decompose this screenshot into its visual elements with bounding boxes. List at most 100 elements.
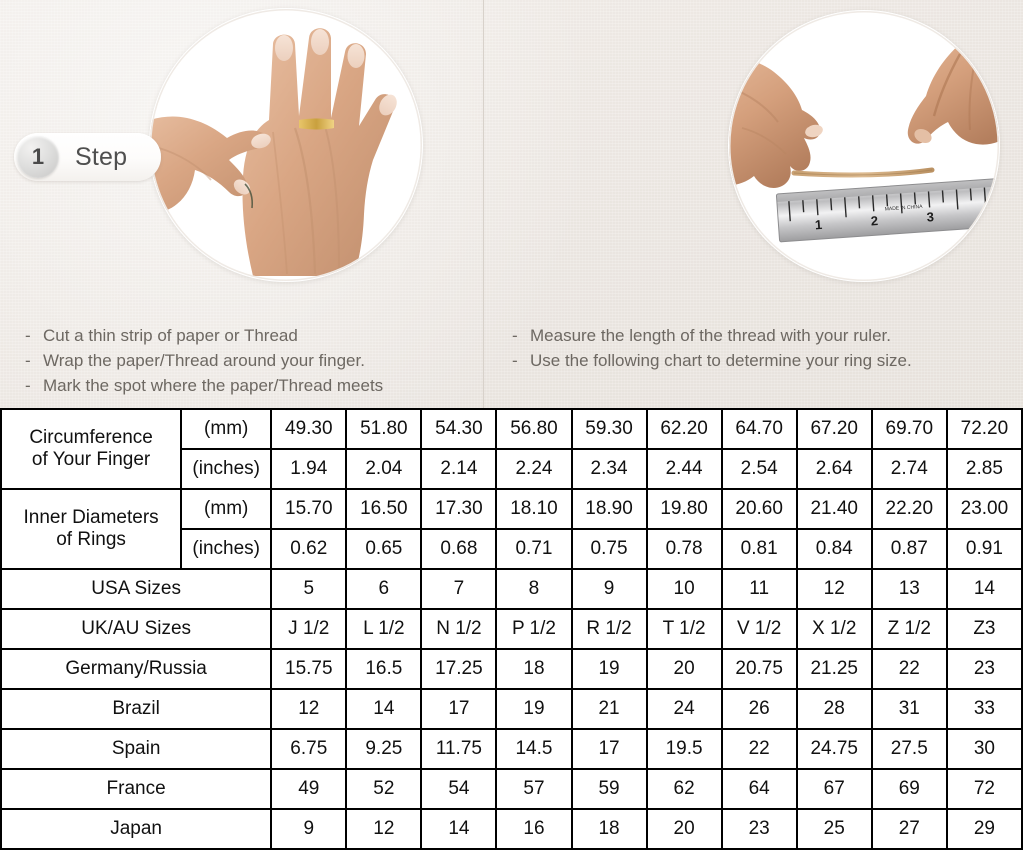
table-cell: 14 bbox=[945, 568, 1023, 610]
bullet-dash: - bbox=[512, 326, 518, 345]
table-cell: 72.20 bbox=[945, 408, 1023, 450]
table-cell: 18 bbox=[570, 808, 648, 850]
row-label-spain: Spain bbox=[0, 728, 273, 770]
table-cell: 27 bbox=[870, 808, 948, 850]
table-cell: 2.74 bbox=[870, 448, 948, 490]
table-cell: 62.20 bbox=[645, 408, 723, 450]
svg-text:3: 3 bbox=[926, 209, 934, 224]
table-cell: 49.30 bbox=[270, 408, 348, 450]
table-row: Inner Diameters of Rings (mm) 15.70 16.5… bbox=[0, 488, 1023, 570]
row-label-usa-sizes: USA Sizes bbox=[0, 568, 273, 610]
table-cell: 16.50 bbox=[345, 488, 423, 530]
table-cell: 69.70 bbox=[870, 408, 948, 450]
step-2-panel: 1 2 3 MADE IN CHINA 2 Step bbox=[484, 0, 1023, 408]
table-cell: 24.75 bbox=[795, 728, 873, 770]
instruction-item: - Wrap the paper/Thread around your finge… bbox=[25, 348, 383, 373]
table-cell: 52 bbox=[345, 768, 423, 810]
table-cell: 16 bbox=[495, 808, 573, 850]
table-cell: 2.34 bbox=[570, 448, 648, 490]
table-cell: 20 bbox=[645, 808, 723, 850]
table-cell: 2.64 bbox=[795, 448, 873, 490]
row-label-brazil: Brazil bbox=[0, 688, 273, 730]
step-1-number: 1 bbox=[17, 136, 59, 178]
table-cell: 0.84 bbox=[795, 528, 873, 570]
instruction-item: - Mark the spot where the paper/Thread me… bbox=[25, 373, 383, 398]
table-cell: 0.68 bbox=[420, 528, 498, 570]
table-cell: 17.30 bbox=[420, 488, 498, 530]
table-row: USA Sizes 5 6 7 8 9 10 11 12 13 14 bbox=[0, 568, 1023, 610]
table-cell: 33 bbox=[945, 688, 1023, 730]
step-1-instructions: - Cut a thin strip of paper or Thread - Wr… bbox=[25, 323, 383, 398]
size-conversion-table: Circumference of Your Finger (mm) 49.30 … bbox=[0, 408, 1023, 850]
table-cell: 14.5 bbox=[495, 728, 573, 770]
table-cell: 7 bbox=[420, 568, 498, 610]
step-1-badge: 1 Step bbox=[14, 133, 162, 181]
table-cell: 19.80 bbox=[645, 488, 723, 530]
table-cell: 57 bbox=[495, 768, 573, 810]
hand-with-ring-photo bbox=[149, 8, 423, 282]
instructions-area: 1 Step - Cut a thin strip of paper or Thr… bbox=[0, 0, 1023, 408]
table-cell: 6.75 bbox=[270, 728, 348, 770]
table-cell: 0.78 bbox=[645, 528, 723, 570]
table-cell: 21.40 bbox=[795, 488, 873, 530]
ring-size-chart: Circumference of Your Finger (mm) 49.30 … bbox=[0, 408, 1023, 850]
table-cell: 1.94 bbox=[270, 448, 348, 490]
table-row: Brazil 12 14 17 19 21 24 26 28 31 33 bbox=[0, 688, 1023, 730]
table-cell: 20.60 bbox=[720, 488, 798, 530]
table-cell: 0.62 bbox=[270, 528, 348, 570]
table-cell: 67 bbox=[795, 768, 873, 810]
instruction-text: Mark the spot where the paper/Thread mee… bbox=[43, 376, 384, 395]
table-cell: 17.25 bbox=[420, 648, 498, 690]
panel-divider bbox=[483, 0, 484, 408]
step-1-label: Step bbox=[75, 142, 128, 171]
row-group-label-circumference: Circumference of Your Finger bbox=[0, 408, 183, 490]
bullet-dash: - bbox=[25, 351, 31, 370]
unit-cell: (inches) bbox=[180, 528, 273, 570]
table-cell: 54 bbox=[420, 768, 498, 810]
table-cell: 56.80 bbox=[495, 408, 573, 450]
table-row: Circumference of Your Finger (mm) 49.30 … bbox=[0, 408, 1023, 490]
table-cell: 0.81 bbox=[720, 528, 798, 570]
table-cell: 10 bbox=[645, 568, 723, 610]
table-cell: 9 bbox=[270, 808, 348, 850]
table-cell: 15.75 bbox=[270, 648, 348, 690]
table-cell: 22 bbox=[870, 648, 948, 690]
table-cell: 2.04 bbox=[345, 448, 423, 490]
table-cell: N 1/2 bbox=[420, 608, 498, 650]
table-cell: T 1/2 bbox=[645, 608, 723, 650]
table-cell: 2.54 bbox=[720, 448, 798, 490]
table-cell: 0.87 bbox=[870, 528, 948, 570]
table-cell: 6 bbox=[345, 568, 423, 610]
table-cell: 2.44 bbox=[645, 448, 723, 490]
table-row: (inches) 1.94 2.04 2.14 2.24 2.34 2.44 2… bbox=[1, 448, 1023, 490]
row-label-france: France bbox=[0, 768, 273, 810]
table-cell: 51.80 bbox=[345, 408, 423, 450]
table-cell: L 1/2 bbox=[345, 608, 423, 650]
svg-text:1: 1 bbox=[814, 217, 822, 232]
table-cell: V 1/2 bbox=[720, 608, 798, 650]
table-cell: P 1/2 bbox=[495, 608, 573, 650]
table-cell: R 1/2 bbox=[570, 608, 648, 650]
hand-measuring-thread-with-ruler-photo: 1 2 3 MADE IN CHINA bbox=[728, 10, 1000, 282]
table-cell: 23 bbox=[720, 808, 798, 850]
table-cell: Z3 bbox=[945, 608, 1023, 650]
table-cell: 21 bbox=[570, 688, 648, 730]
table-cell: 28 bbox=[795, 688, 873, 730]
table-cell: 29 bbox=[945, 808, 1023, 850]
group-label-line2: of Your Finger bbox=[31, 449, 151, 470]
table-cell: 17 bbox=[570, 728, 648, 770]
instruction-text: Cut a thin strip of paper or Thread bbox=[43, 326, 298, 345]
instruction-item: - Cut a thin strip of paper or Thread bbox=[25, 323, 383, 348]
table-cell: 21.25 bbox=[795, 648, 873, 690]
table-cell: 8 bbox=[495, 568, 573, 610]
table-row: UK/AU Sizes J 1/2 L 1/2 N 1/2 P 1/2 R 1/… bbox=[0, 608, 1023, 650]
table-cell: 22.20 bbox=[870, 488, 948, 530]
table-cell: 23 bbox=[945, 648, 1023, 690]
table-cell: 16.5 bbox=[345, 648, 423, 690]
table-cell: 26 bbox=[720, 688, 798, 730]
unit-cell: (mm) bbox=[180, 488, 273, 530]
svg-text:MADE IN CHINA: MADE IN CHINA bbox=[885, 204, 924, 213]
table-body: Circumference of Your Finger (mm) 49.30 … bbox=[0, 408, 1023, 850]
table-cell: 59 bbox=[570, 768, 648, 810]
table-cell: 12 bbox=[795, 568, 873, 610]
